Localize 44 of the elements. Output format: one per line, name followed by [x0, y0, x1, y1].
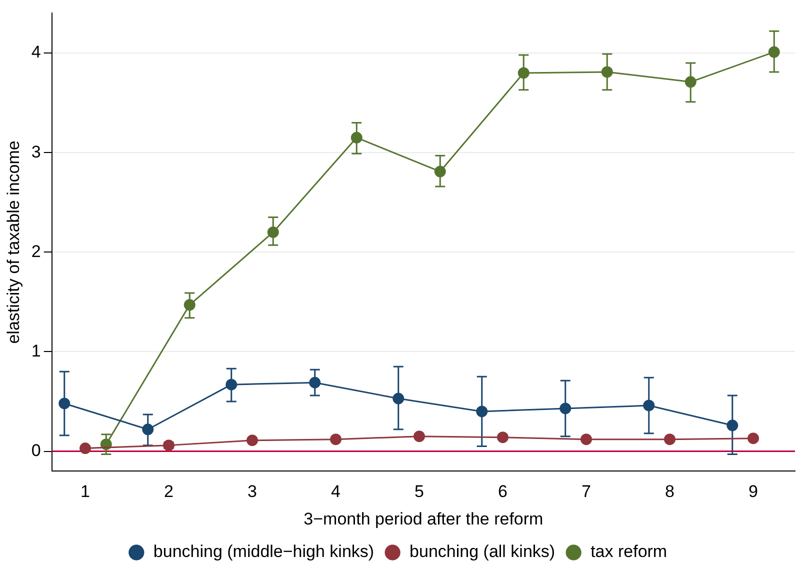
point: [476, 406, 488, 418]
point: [309, 376, 321, 388]
legend-label: bunching (middle−high kinks): [153, 542, 374, 562]
x-tick-label: 2: [164, 482, 174, 502]
x-tick-label: 1: [80, 482, 90, 502]
y-tick-label: 0: [31, 440, 41, 460]
x-tick-label: 3: [248, 482, 257, 502]
point: [643, 400, 655, 412]
point: [518, 67, 530, 79]
y-axis-title: elasticity of taxable income: [4, 140, 23, 344]
point: [414, 430, 426, 442]
point: [392, 392, 404, 404]
x-tick-label: 8: [665, 482, 674, 502]
point: [350, 132, 362, 144]
point: [142, 424, 154, 436]
point: [184, 299, 196, 311]
point: [748, 432, 759, 444]
point: [726, 420, 738, 432]
legend-label: bunching (all kinks): [410, 542, 556, 562]
point: [601, 66, 613, 78]
x-tick-label: 9: [748, 482, 758, 502]
point: [497, 432, 508, 444]
y-tick-label: 2: [31, 242, 41, 261]
x-tick-label: 6: [498, 482, 508, 502]
legend-label: tax reform: [590, 542, 668, 562]
point: [80, 442, 92, 454]
point: [768, 46, 780, 58]
point: [330, 434, 342, 446]
point: [664, 434, 676, 446]
point: [434, 166, 446, 178]
point: [58, 398, 70, 410]
y-tick-label: 1: [31, 341, 41, 360]
point: [580, 434, 592, 446]
point: [560, 402, 572, 414]
x-tick-label: 4: [331, 482, 340, 502]
point: [246, 434, 258, 446]
point: [684, 76, 696, 88]
y-tick-label: 3: [31, 142, 41, 162]
x-axis-title: 3−month period after the reform: [304, 509, 544, 528]
x-tick-label: 7: [582, 482, 591, 502]
x-tick-label: 5: [414, 482, 424, 502]
y-tick-label: 4: [31, 42, 41, 62]
point: [267, 226, 279, 238]
point: [226, 378, 238, 390]
